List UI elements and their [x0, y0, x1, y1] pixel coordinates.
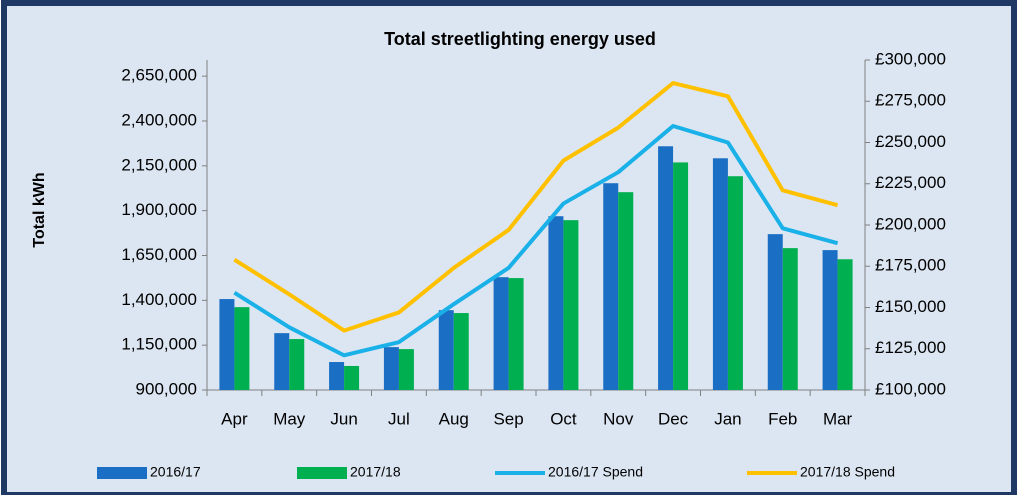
y-tick-label: 2,650,000 — [121, 66, 197, 85]
bar — [508, 278, 524, 390]
y-tick-label: 1,400,000 — [121, 290, 197, 309]
x-tick-label: Jun — [330, 409, 357, 428]
legend-label: 2017/18 Spend — [800, 464, 895, 480]
x-tick-label: Jul — [388, 409, 410, 428]
bar — [398, 349, 414, 390]
y2-tick-label: £250,000 — [875, 132, 946, 151]
bar — [727, 176, 743, 390]
line — [233, 124, 839, 358]
bar — [658, 146, 674, 390]
y-tick-label: 1,900,000 — [121, 200, 197, 219]
y-tick-label: 1,650,000 — [121, 245, 197, 264]
legend-label: 2017/18 — [350, 464, 401, 480]
y2-tick-label: £275,000 — [875, 91, 946, 110]
x-tick-label: Dec — [658, 409, 689, 428]
bar — [453, 313, 469, 390]
x-tick-label: Oct — [550, 409, 577, 428]
y-tick-label: 2,150,000 — [121, 155, 197, 174]
x-tick-label: Nov — [603, 409, 634, 428]
y2-tick-label: £200,000 — [875, 214, 946, 233]
bar — [767, 234, 783, 390]
bar — [289, 339, 305, 390]
x-tick-label: Feb — [768, 409, 797, 428]
legend-swatch — [97, 467, 147, 479]
line — [233, 81, 839, 333]
bar — [837, 259, 853, 390]
legend-swatch — [297, 467, 347, 479]
y2-tick-label: £225,000 — [875, 173, 946, 192]
y2-tick-label: £175,000 — [875, 256, 946, 275]
x-tick-label: Apr — [221, 409, 248, 428]
y2-tick-label: £100,000 — [875, 379, 946, 398]
y2-tick-label: £150,000 — [875, 297, 946, 316]
bar — [493, 277, 509, 390]
bar — [822, 250, 838, 390]
y-axis-title: Total kWh — [31, 172, 48, 247]
bar — [782, 248, 798, 390]
x-tick-label: Aug — [439, 409, 469, 428]
legend-label: 2016/17 — [150, 464, 201, 480]
bar — [548, 216, 564, 390]
bar — [344, 365, 360, 390]
bar — [219, 299, 235, 390]
bar — [712, 158, 728, 390]
bar — [234, 307, 250, 390]
y2-tick-label: £300,000 — [875, 49, 946, 68]
bar — [563, 220, 579, 390]
x-tick-label: May — [273, 409, 306, 428]
y-tick-label: 900,000 — [136, 379, 197, 398]
bar — [438, 310, 454, 390]
x-tick-label: Jan — [714, 409, 741, 428]
x-tick-label: Mar — [823, 409, 853, 428]
bar — [673, 162, 689, 390]
y-tick-label: 1,150,000 — [121, 335, 197, 354]
bar — [603, 183, 619, 390]
y2-tick-label: £125,000 — [875, 338, 946, 357]
legend-label: 2016/17 Spend — [548, 464, 643, 480]
x-tick-label: Sep — [493, 409, 523, 428]
bar — [329, 362, 345, 390]
bar — [383, 347, 399, 390]
bar — [618, 192, 634, 390]
chart-title: Total streetlighting energy used — [384, 29, 656, 49]
y-tick-label: 2,400,000 — [121, 110, 197, 129]
bar — [274, 333, 290, 390]
